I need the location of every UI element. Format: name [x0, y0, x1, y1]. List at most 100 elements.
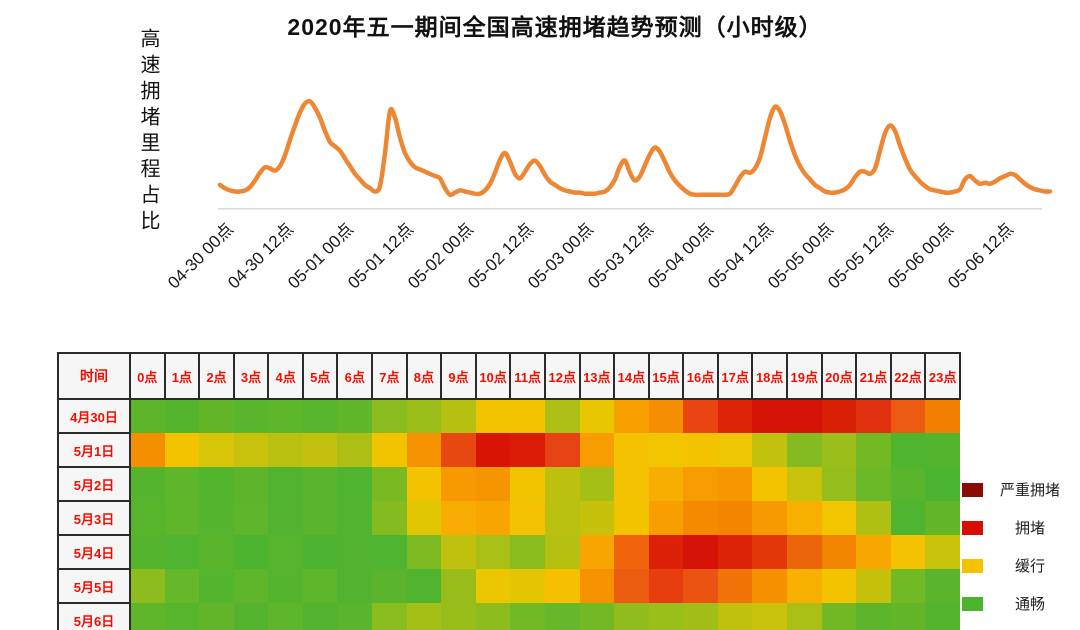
date-label-cell: 5月5日 [57, 568, 131, 604]
heatmap-cell [890, 399, 926, 433]
heatmap-cell [406, 467, 442, 501]
legend-label: 拥堵 [1014, 520, 1045, 537]
heatmap-cell [821, 433, 857, 467]
heatmap-cell [544, 501, 580, 535]
heatmap-cell [406, 603, 442, 630]
heatmap-cell [302, 569, 338, 603]
hour-header-cell: 12点 [543, 352, 581, 400]
congestion-ratio-line [217, 98, 1053, 198]
hour-header-cell: 20点 [820, 352, 858, 400]
heatmap-cell [890, 569, 926, 603]
heatmap-cell [268, 501, 303, 535]
heatmap-cell [510, 569, 545, 603]
hour-header-cell: 21点 [855, 352, 892, 400]
heatmap-cell [475, 399, 511, 433]
heatmap-cell [579, 569, 615, 603]
heatmap-cell [372, 467, 407, 501]
heatmap-cell [856, 399, 891, 433]
heatmap-cell [752, 433, 787, 467]
heatmap-cell [579, 603, 615, 630]
heatmap-cell [164, 433, 200, 467]
heatmap-cell [821, 535, 857, 569]
heatmap-cell [717, 501, 753, 535]
legend: 严重拥堵 拥堵 缓行 通畅 [962, 479, 1065, 614]
hour-header-cell: 13点 [578, 352, 616, 400]
hour-header-cell: 9点 [440, 352, 477, 400]
heatmap-cell [890, 501, 926, 535]
heatmap-cell [925, 433, 960, 467]
heatmap-cell [648, 569, 684, 603]
heatmap-cell [164, 501, 200, 535]
heatmap-cell [441, 603, 476, 630]
heatmap-cell [925, 467, 960, 501]
heatmap-cell [717, 569, 753, 603]
heatmap-cell [372, 603, 407, 630]
heatmap-cell [372, 501, 407, 535]
heatmap-cell [821, 603, 857, 630]
heatmap-cell [130, 467, 165, 501]
heatmap-cell [752, 399, 787, 433]
heatmap-cell [614, 569, 649, 603]
legend-swatch [962, 596, 983, 611]
heatmap-cell [614, 603, 649, 630]
heatmap-cell [302, 399, 338, 433]
heatmap-cell [164, 399, 200, 433]
heatmap-cell [786, 433, 822, 467]
heatmap-cell [821, 399, 857, 433]
heatmap-cell [856, 501, 891, 535]
hour-header-cell: 10点 [474, 352, 512, 400]
heatmap-cell [130, 501, 165, 535]
heatmap-cell [337, 467, 373, 501]
heatmap-cell [579, 399, 615, 433]
heatmap-cell [302, 467, 338, 501]
heatmap-cell [199, 399, 234, 433]
heatmap-row: 5月2日 [57, 466, 960, 502]
heatmap-cell [544, 433, 580, 467]
hour-header-cell: 16点 [682, 352, 719, 400]
heatmap-cell [406, 433, 442, 467]
line-chart [217, 98, 1053, 210]
heatmap-cell [337, 501, 373, 535]
heatmap-cell [544, 535, 580, 569]
heatmap-cell [441, 535, 476, 569]
heatmap-cell [856, 433, 891, 467]
legend-swatch [962, 558, 983, 573]
date-label-cell: 5月3日 [57, 500, 131, 536]
date-label-cell: 5月4日 [57, 534, 131, 570]
date-label-cell: 5月2日 [57, 466, 131, 502]
heatmap-cell [717, 433, 753, 467]
legend-label: 严重拥堵 [999, 482, 1060, 499]
heatmap-cell [164, 535, 200, 569]
heatmap-cell [786, 603, 822, 630]
heatmap-cell [475, 535, 511, 569]
heatmap-cell [233, 603, 269, 630]
heatmap-cell [510, 467, 545, 501]
heatmap-cell [890, 603, 926, 630]
heatmap-cell [717, 603, 753, 630]
heatmap-cell [475, 501, 511, 535]
heatmap-cell [475, 433, 511, 467]
heatmap-row: 5月4日 [57, 534, 960, 570]
heatmap-cell [752, 467, 787, 501]
heatmap-cell [614, 535, 649, 569]
heatmap-cell [925, 569, 960, 603]
heatmap-cell [337, 535, 373, 569]
heatmap-cell [441, 501, 476, 535]
heatmap-cell [199, 501, 234, 535]
heatmap-cell [302, 501, 338, 535]
heatmap-row: 5月1日 [57, 432, 960, 468]
heatmap-cell [337, 433, 373, 467]
hour-header-cell: 0点 [129, 352, 166, 400]
hour-header-cell: 15点 [647, 352, 685, 400]
heatmap-cell [337, 399, 373, 433]
legend-item: 严重拥堵 [962, 479, 1065, 500]
heatmap-cell [683, 603, 718, 630]
heatmap-cell [717, 467, 753, 501]
heatmap-cell [164, 467, 200, 501]
hour-header-cell: 1点 [163, 352, 201, 400]
heatmap-cell [233, 535, 269, 569]
heatmap-cell [130, 535, 165, 569]
heatmap-cell [683, 433, 718, 467]
date-label-cell: 5月6日 [57, 602, 131, 630]
heatmap-cell [925, 603, 960, 630]
